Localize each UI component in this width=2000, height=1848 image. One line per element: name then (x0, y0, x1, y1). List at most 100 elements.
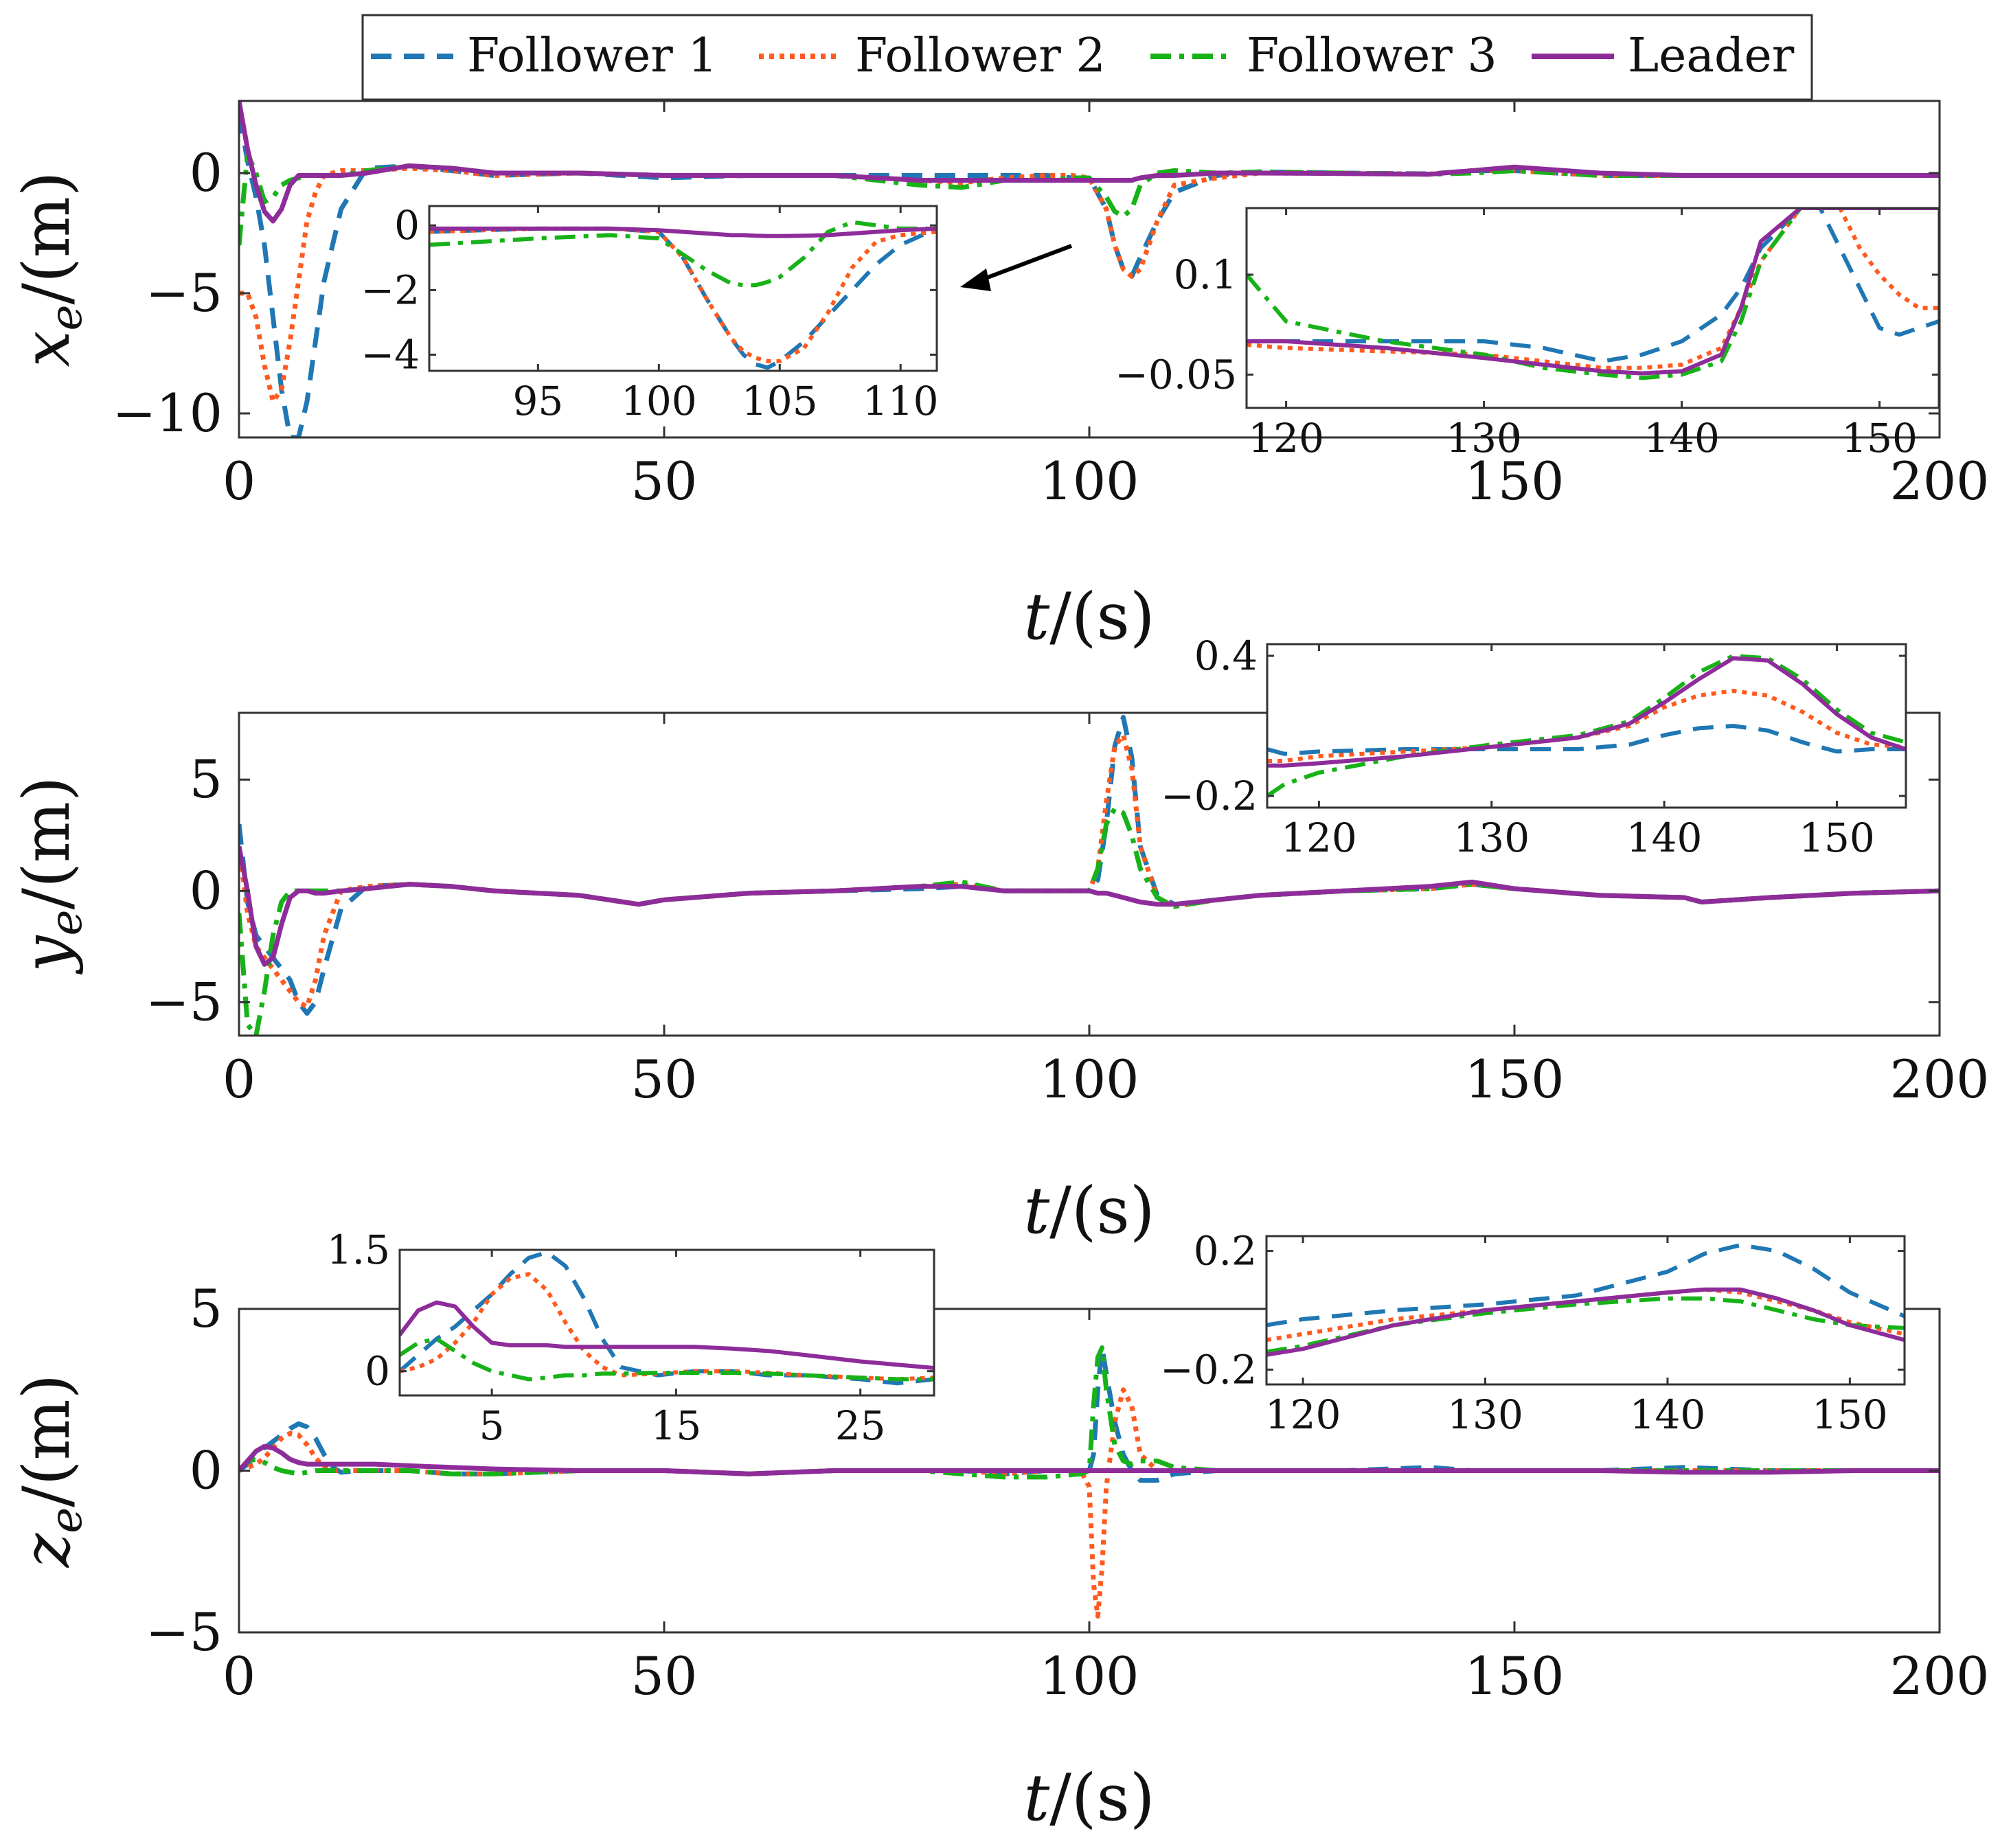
panel-z-inset-2-ytick-label: 0.2 (1194, 1228, 1257, 1275)
panel-x-inset-2-line-follower-3 (1247, 208, 1939, 380)
panel-x-inset-2-ytick-label: 0.1 (1174, 251, 1237, 298)
panel-x-inset-1-line-follower-2 (429, 226, 937, 363)
panel-y-xtick-label: 200 (1889, 1049, 1989, 1110)
panel-z-inset-2-xtick-label: 120 (1265, 1391, 1341, 1438)
annotations (960, 244, 1073, 291)
panel-x-xtick-label: 150 (1464, 450, 1564, 512)
panel-z-ytick-label: 5 (190, 1278, 223, 1339)
panel-y-inset-1-ytick-label: −0.2 (1161, 773, 1258, 819)
panel-z-line-leader (239, 1444, 1940, 1476)
panel-y-ylabel: ye/(m) (10, 776, 92, 974)
panel-z-xtick-label: 100 (1039, 1645, 1139, 1707)
panel-z-xtick-label: 200 (1889, 1645, 1989, 1707)
panel-y-line-follower-2 (239, 732, 1940, 1009)
panel-z-inset-1: 5 15 25 1.5 0 (327, 1227, 935, 1449)
panel-y-inset-1-line-follower-3 (1267, 654, 1906, 798)
panel-y-xtick-label: 150 (1464, 1049, 1564, 1110)
panel-x-line-leader (239, 101, 1940, 224)
panel-z-inset-1-xtick-label: 15 (651, 1402, 702, 1449)
panel-y-inset-1-xtick-label: 150 (1799, 814, 1875, 861)
panel-y-inset-1: 120 130 140 150 0.4 −0.2 (1161, 632, 1907, 861)
panel-x-inset-1-series (429, 220, 937, 370)
panel-z-xtick-label: 150 (1464, 1645, 1564, 1707)
panel-z-ylabel: ze/(m) (10, 1374, 92, 1568)
panel-y-inset-1-line-follower-1 (1267, 724, 1906, 756)
panel-x-ytick-label: −5 (146, 262, 223, 323)
panel-x-inset-1-xtick-label: 100 (621, 378, 697, 424)
panel-x-inset-2-line-follower-1 (1247, 208, 1939, 364)
panel-z-ytick-label: 0 (190, 1440, 223, 1501)
panel-x-inset-2-series (1247, 208, 1939, 380)
panel-z-inset-2-xtick-label: 140 (1630, 1391, 1706, 1438)
panel-z-xlabel: t/(s) (1023, 1761, 1155, 1836)
panel-y-ytick-label: 0 (190, 860, 223, 921)
panel-x-inset-2-xtick-label: 140 (1644, 415, 1720, 461)
panel-y-inset-1-series (1267, 654, 1906, 798)
panel-x-inset-1-line-leader (429, 226, 937, 238)
panel-y-inset-1-xtick-label: 120 (1281, 814, 1357, 861)
panel-z-inset-1-xtick-label: 25 (835, 1402, 886, 1449)
panel-z-inset-2-series (1266, 1243, 1905, 1357)
panel-z-inset-1-ytick-label: 0 (365, 1348, 390, 1395)
panel-x-xlabel: t/(s) (1023, 580, 1155, 654)
panel-x-inset-1-ytick-label: −4 (361, 331, 420, 378)
panel-z-inset-2-xtick-label: 130 (1447, 1391, 1523, 1438)
panel-y-inset-1-xtick-label: 140 (1626, 814, 1703, 861)
panel-z-line-follower-3 (239, 1345, 1940, 1480)
panel-z-inset-2-line-follower-1 (1266, 1243, 1905, 1327)
panel-z-xtick-label: 0 (223, 1645, 255, 1707)
panel-z-inset-1-series (400, 1250, 934, 1386)
legend: Follower 1 Follower 2 Follower 3 Leader (361, 14, 1813, 101)
panel-z-inset-1-xtick-label: 5 (479, 1402, 505, 1449)
panel-y-ytick-label: 5 (190, 749, 223, 810)
panel-z-series (239, 1345, 1940, 1619)
panel-z-inset-2: 120 130 140 150 0.2 −0.2 (1160, 1228, 1906, 1438)
panel-x-xtick-label: 0 (223, 450, 255, 512)
panel-x-ylabel: xe/(m) (10, 171, 92, 367)
panel-y-inset-1-background (1267, 644, 1906, 808)
inset-pointer-arrow-head (960, 269, 991, 291)
panel-y-xtick-label: 0 (223, 1049, 255, 1110)
panel-x-inset-1-xtick-label: 105 (742, 378, 818, 424)
panel-x-xtick-label: 200 (1889, 450, 1989, 512)
panel-z-inset-1-line-follower-2 (400, 1272, 934, 1382)
panel-y-inset-1-frame (1266, 643, 1907, 809)
panel-z-inset-1-frame (398, 1248, 935, 1397)
panel-x-inset-1-frame (428, 205, 938, 372)
panel-x-ytick-label: 0 (190, 142, 223, 203)
panel-y-xlabel: t/(s) (1023, 1174, 1155, 1248)
panel-y-inset-1-ytick-label: 0.4 (1194, 632, 1258, 679)
legend-label-follower-2: Follower 2 (855, 29, 1106, 83)
panel-z-inset-1-line-leader (400, 1300, 934, 1370)
panel-x-inset-1-xtick-label: 95 (512, 378, 563, 424)
panel-y-xtick-label: 50 (631, 1049, 698, 1110)
panel-z-inset-2-line-leader (1266, 1287, 1905, 1357)
inset-pointer-arrow-shaft (975, 244, 1073, 284)
panel-x-inset-2-line-leader (1247, 208, 1939, 376)
panel-y-xtick-label: 100 (1039, 1049, 1139, 1110)
panel-y-inset-1-xtick-label: 130 (1453, 814, 1530, 861)
panel-x-inset-1-xtick-label: 110 (863, 378, 939, 424)
panel-x-inset-2-ytick-label: −0.05 (1115, 352, 1237, 398)
panel-y-series (239, 715, 1940, 1036)
panel-y-line-leader (239, 845, 1940, 967)
panel-x-series (239, 101, 1940, 437)
panel-z-inset-2-frame (1265, 1235, 1906, 1386)
panel-z-inset-1-line-follower-3 (400, 1336, 934, 1382)
panel-y-inset-1-line-follower-2 (1267, 689, 1906, 763)
panel-x-ytick-label: −10 (113, 383, 223, 444)
panel-z-inset-2-ytick-label: −0.2 (1160, 1346, 1257, 1393)
panel-x-inset-1-ytick-label: −2 (361, 266, 420, 313)
panel-z-ytick-label: −5 (146, 1601, 223, 1663)
legend-label-leader: Leader (1628, 29, 1795, 83)
legend-label-follower-1: Follower 1 (467, 29, 718, 83)
panel-x-inset-1: 95 100 105 110 0 −2 −4 (361, 202, 939, 424)
panel-x-inset-1-ytick-label: 0 (394, 202, 420, 249)
panel-x-inset-2-xtick-label: 130 (1446, 415, 1522, 461)
panel-x-inset-1-line-follower-3 (429, 220, 937, 288)
